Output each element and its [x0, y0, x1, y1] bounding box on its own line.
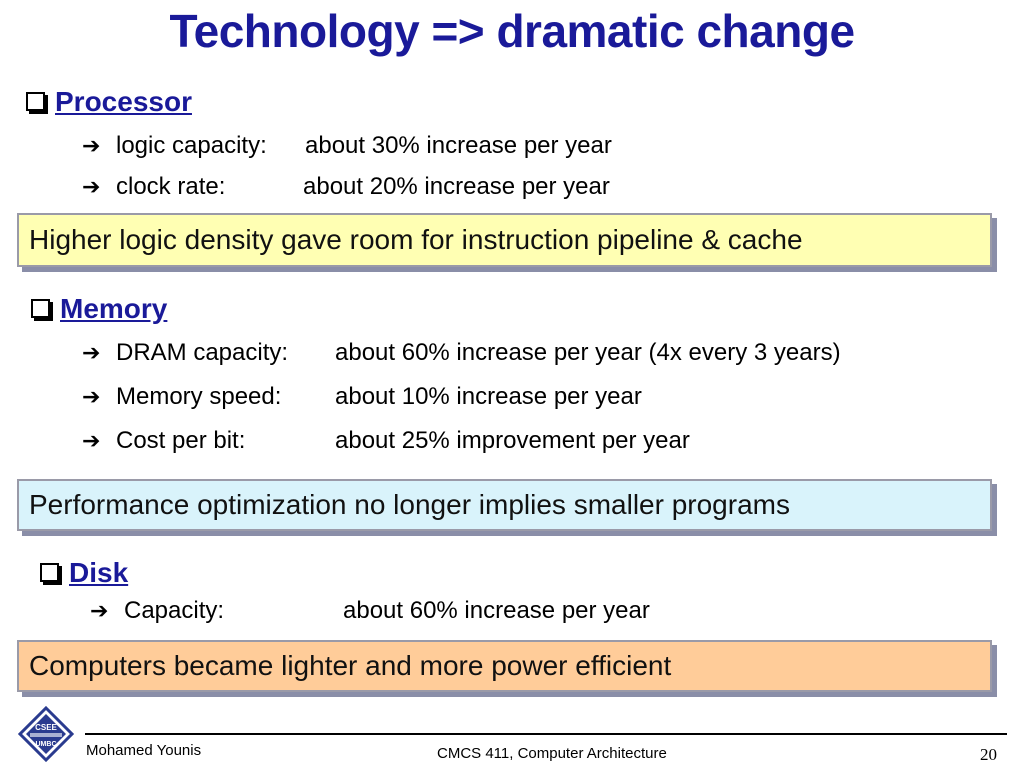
cse-umbc-logo: CSEE UMBC [18, 706, 74, 762]
bullet-disk-capacity: ➔ Capacity: about 60% increase per year [90, 597, 650, 624]
bullet-logic-capacity: ➔ logic capacity: about 30% increase per … [82, 132, 612, 159]
callout-memory: Performance optimization no longer impli… [17, 479, 992, 531]
footer-author: Mohamed Younis [86, 742, 202, 759]
right-arrow-icon: ➔ [82, 340, 101, 365]
footer-course: CMCS 411, Computer Architecture [437, 745, 667, 762]
section-processor: Processor [26, 86, 192, 118]
right-arrow-icon: ➔ [82, 174, 101, 199]
checkbox-square-icon [31, 298, 50, 318]
footer-divider [85, 733, 1007, 735]
section-disk: Disk [40, 557, 128, 589]
bullet-clock-rate: ➔ clock rate: about 20% increase per year [82, 173, 610, 200]
right-arrow-icon: ➔ [90, 598, 109, 623]
section-label: Disk [69, 557, 129, 588]
callout-processor: Higher logic density gave room for instr… [17, 213, 992, 267]
section-label: Processor [55, 86, 192, 117]
page-number: 20 [980, 745, 997, 764]
slide-title: Technology => dramatic change [169, 5, 855, 57]
checkbox-square-icon [26, 91, 45, 111]
bullet-dram-capacity: ➔ DRAM capacity: about 60% increase per y… [82, 339, 841, 366]
bullet-memory-speed: ➔ Memory speed: about 10% increase per ye… [82, 383, 642, 410]
right-arrow-icon: ➔ [82, 384, 101, 409]
section-memory: Memory [31, 293, 167, 325]
right-arrow-icon: ➔ [82, 428, 101, 453]
bullet-cost-per-bit: ➔ Cost per bit: about 25% improvement per… [82, 427, 690, 454]
logo-text-top: CSEE [35, 723, 57, 732]
callout-disk: Computers became lighter and more power … [17, 640, 992, 692]
checkbox-square-icon [40, 562, 59, 582]
logo-text-bottom: UMBC [36, 741, 57, 748]
right-arrow-icon: ➔ [82, 133, 101, 158]
section-label: Memory [60, 293, 168, 324]
